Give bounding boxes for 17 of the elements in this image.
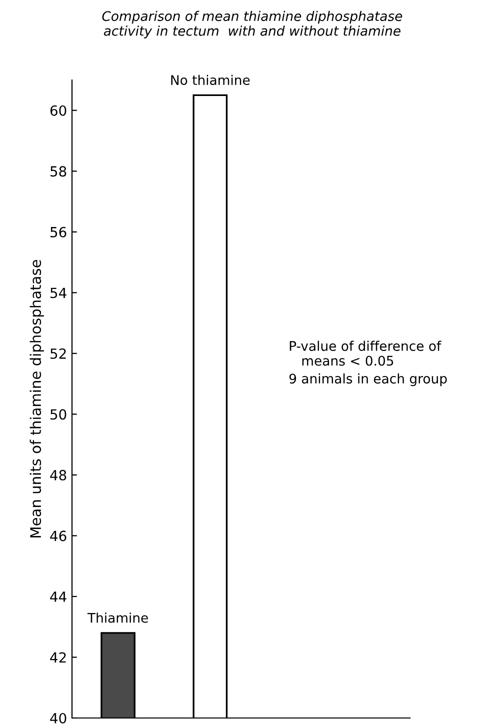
y-axis-title: Mean units of thiamine diphosphatase: [30, 260, 44, 538]
text: 9 animals in each group: [289, 373, 447, 386]
y-tick-label: 58: [50, 166, 66, 177]
y-tick-label: 44: [50, 592, 66, 602]
y-tick-label: 54: [50, 288, 66, 298]
chart-title: Comparison of mean thiamine diphosphatase activity in tectum with and without thiamine: [102, 10, 402, 38]
x-tick-label: Thiamine: [87, 612, 148, 623]
y-tick-label: 60: [50, 105, 66, 116]
y-tick-label: 52: [50, 348, 66, 359]
y-tick-label: 50: [50, 409, 66, 420]
y-tick-label: 48: [50, 470, 66, 480]
x-tick-label: No thiamine: [171, 74, 250, 86]
y-tick-label: 46: [50, 530, 66, 542]
y-tick-label: 42: [50, 652, 66, 663]
y-tick-label: 40: [50, 712, 66, 724]
y-tick-label: 56: [50, 226, 66, 238]
text: P-value of difference of means < 0.05: [290, 340, 442, 366]
